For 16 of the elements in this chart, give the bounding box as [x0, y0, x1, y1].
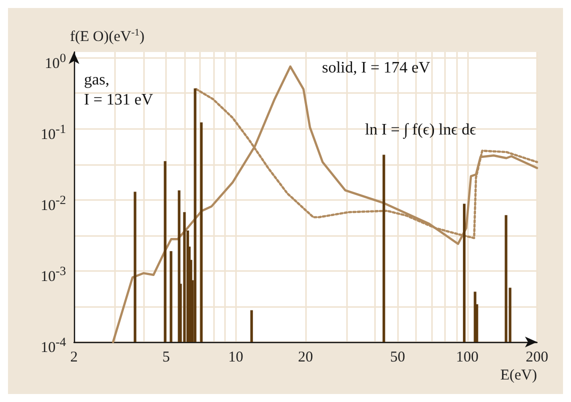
y-tick-label: 10$^{-2}$	[40, 192, 66, 216]
x-axis-title: E(eV)	[500, 368, 537, 384]
x-tick-label: 200	[526, 350, 548, 366]
x-tick-label: 10	[228, 350, 244, 366]
annotation: solid, I = 174 eV	[322, 60, 431, 76]
annotation: gas, I = 131 eV	[84, 72, 154, 108]
x-tick-label: 50	[390, 350, 406, 366]
y-tick-label: 10$^{0}$	[44, 50, 66, 74]
annotation: ln I = ∫ f(ϵ) lnϵ dϵ	[365, 122, 477, 140]
y-tick-label: 10$^{-4}$	[40, 334, 66, 358]
y-tick-label: 10$^{-3}$	[40, 262, 66, 287]
x-tick-label: 5	[162, 350, 170, 366]
x-tick-label: 20	[298, 350, 313, 366]
x-tick-label: 100	[456, 350, 479, 366]
x-tick-label: 2	[70, 350, 78, 366]
y-tick-label: 10$^{-1}$	[40, 120, 66, 145]
